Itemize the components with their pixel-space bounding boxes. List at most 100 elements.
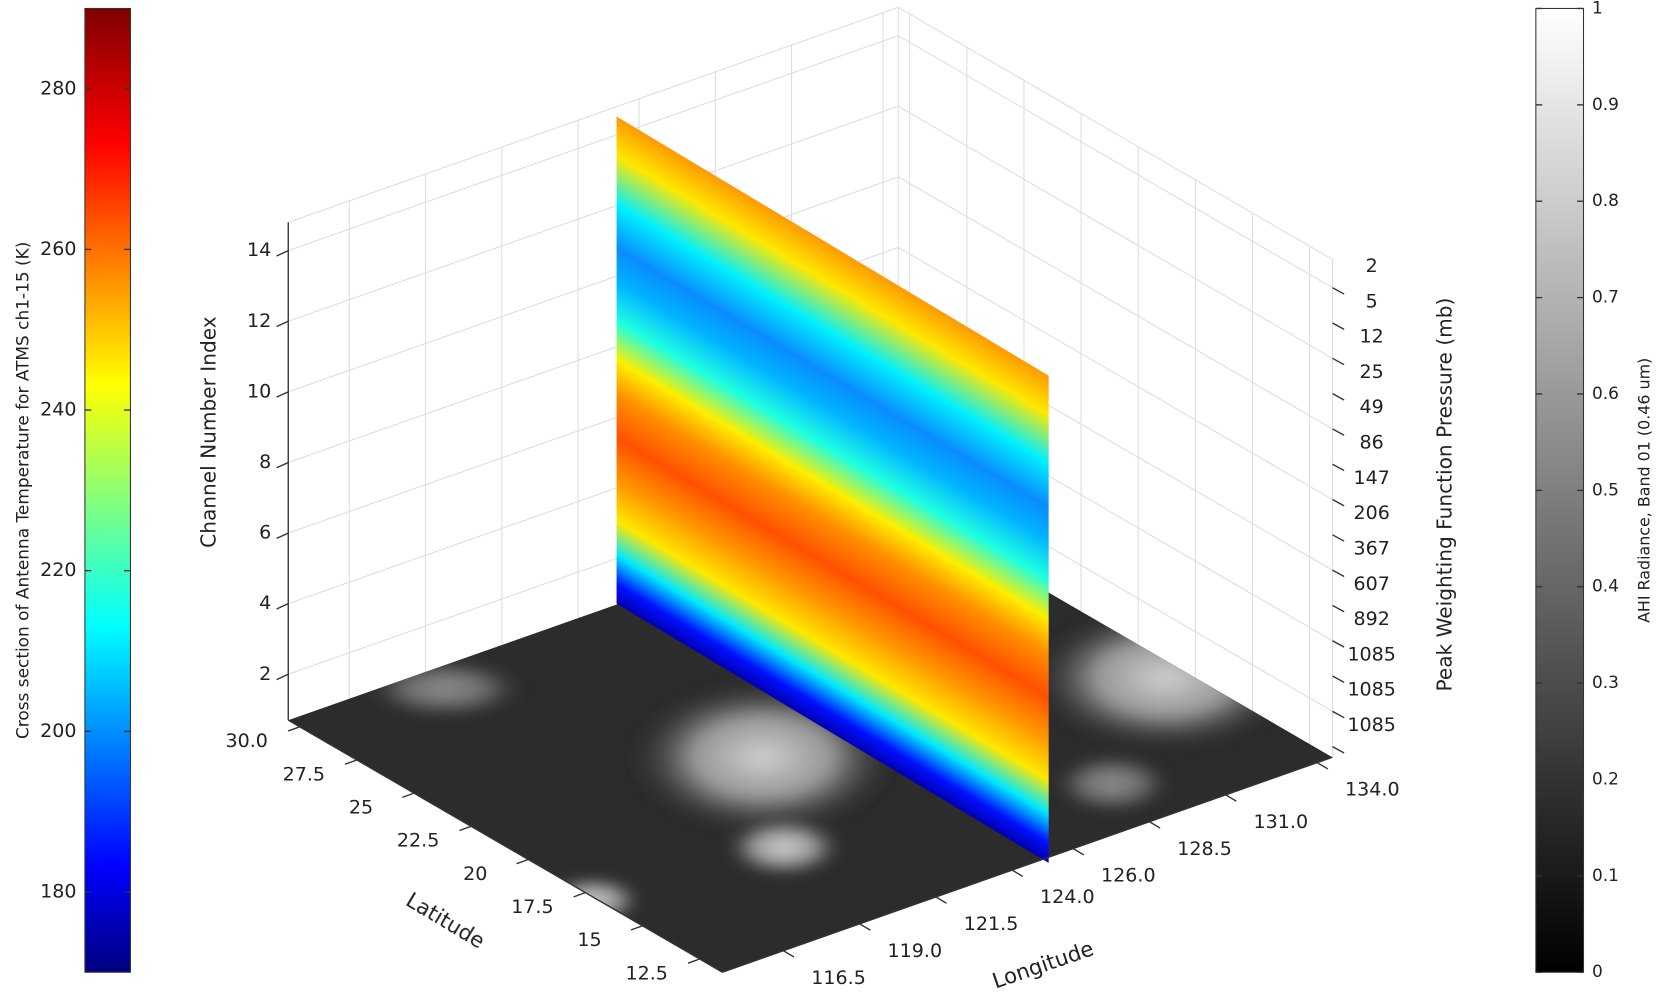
y-axis-label: Longitude [989,935,1097,993]
colorbar-tick-label: 0.6 [1592,383,1619,403]
z2-tick [1333,570,1345,576]
z-tick [277,674,289,679]
colorbar-right-label: AHI Radiance, Band 01 (0.46 um) [1634,358,1653,623]
x-tick-label: 22.5 [397,830,439,852]
z2-tick [1333,641,1345,647]
colorbar-tick-label: 0.2 [1592,768,1619,788]
z2-tick [1333,323,1345,329]
x-tick [345,760,357,764]
x-tick-label: 25 [349,796,373,818]
z-tick-label: 4 [259,592,271,614]
y-tick [860,924,871,930]
z-axis-label: Channel Number Index [196,316,220,548]
x-tick [402,793,414,797]
z-tick [277,251,289,256]
x-tick-label: 30.0 [226,730,268,752]
z2-tick [1333,288,1345,294]
z2-tick-label: 12 [1360,326,1384,348]
colorbar-left-label: Cross section of Antenna Temperature for… [12,242,32,739]
z-tick [277,321,289,326]
y-tick [936,897,947,903]
z2-tick [1333,676,1345,682]
x-tick [574,893,586,897]
colorbar-tick-label: 0.9 [1592,94,1619,114]
z2-tick [1333,711,1345,717]
z2-tick-label: 607 [1354,573,1390,595]
colorbar-tick-label: 220 [40,559,76,581]
z2-tick [1333,747,1345,753]
grid-line [898,7,1332,259]
z-tick [277,392,289,397]
x-tick [688,959,700,963]
z2-tick [1333,429,1345,435]
z2-tick-label: 2 [1366,255,1378,277]
x-tick-label: 20 [463,863,487,885]
colorbar-tick-label: 0.1 [1592,865,1619,885]
z2-tick [1333,535,1345,541]
y-tick-label: 131.0 [1254,811,1309,833]
z2-axis-label: Peak Weighting Function Pressure (mb) [1432,298,1456,692]
colorbar-right [1536,8,1584,972]
y-tick-label: 124.0 [1040,886,1095,908]
colorbar-tick-label: 200 [40,720,76,742]
z-tick-label: 6 [259,522,271,544]
y-tick-label: 126.0 [1101,865,1156,887]
z-tick-label: 12 [247,310,271,332]
z-tick-label: 10 [247,380,271,402]
y-tick [1317,763,1328,769]
y-tick [1073,849,1084,855]
colorbar-tick-label: 0.7 [1592,287,1619,307]
z2-tick-label: 892 [1354,608,1390,630]
z-tick-label: 14 [247,239,271,261]
y-tick-label: 128.5 [1177,838,1232,860]
x-tick-label: 12.5 [625,962,667,984]
x-tick-label: 27.5 [283,763,325,785]
y-tick [1226,795,1237,801]
z2-tick-label: 25 [1360,361,1384,383]
z2-tick-label: 367 [1354,537,1390,559]
z2-tick-label: 5 [1366,290,1378,312]
y-tick-label: 134.0 [1345,779,1400,801]
z2-tick-label: 86 [1360,432,1384,454]
z2-tick-label: 206 [1354,502,1390,524]
x-tick-label: 15 [577,929,601,951]
z2-tick [1333,358,1345,364]
grid-line [898,36,1332,288]
z2-tick-label: 1085 [1347,714,1395,736]
y-tick [783,951,794,957]
x-tick [631,926,643,930]
colorbar-tick-label: 0.3 [1592,672,1619,692]
colorbar-tick-label: 1 [1592,0,1603,17]
z2-tick-label: 147 [1354,467,1390,489]
z-tick [277,462,289,467]
z2-tick-label: 1085 [1347,679,1395,701]
z-tick [277,604,289,609]
grid-line [288,7,898,222]
x-tick [459,826,471,830]
x-tick-label: 17.5 [511,896,553,918]
z2-tick [1333,605,1345,611]
colorbar-tick-label: 0.4 [1592,576,1619,596]
z-tick [277,533,289,538]
colorbar-tick-label: 0 [1592,961,1603,981]
grid-line [898,106,1332,358]
colorbar-tick-label: 260 [40,238,76,260]
z2-tick [1333,500,1345,506]
chart: Cross section of Antenna Temperature for… [0,0,1661,1004]
z2-tick-label: 49 [1360,396,1384,418]
x-tick [288,727,300,731]
y-tick-label: 121.5 [964,913,1019,935]
y-tick [1012,870,1023,876]
x-axis-label: Latitude [402,887,490,953]
y-tick [1149,822,1160,828]
colorbar-tick-label: 0.8 [1592,190,1619,210]
colorbar-tick-label: 280 [40,77,76,99]
z2-tick [1333,464,1345,470]
z-tick-label: 2 [259,663,271,685]
y-tick-label: 116.5 [811,967,866,989]
colorbar-tick-label: 0.5 [1592,479,1619,499]
z2-tick [1333,394,1345,400]
grid-line [288,36,898,251]
z2-tick-label: 1085 [1347,643,1395,665]
x-tick [517,859,529,863]
